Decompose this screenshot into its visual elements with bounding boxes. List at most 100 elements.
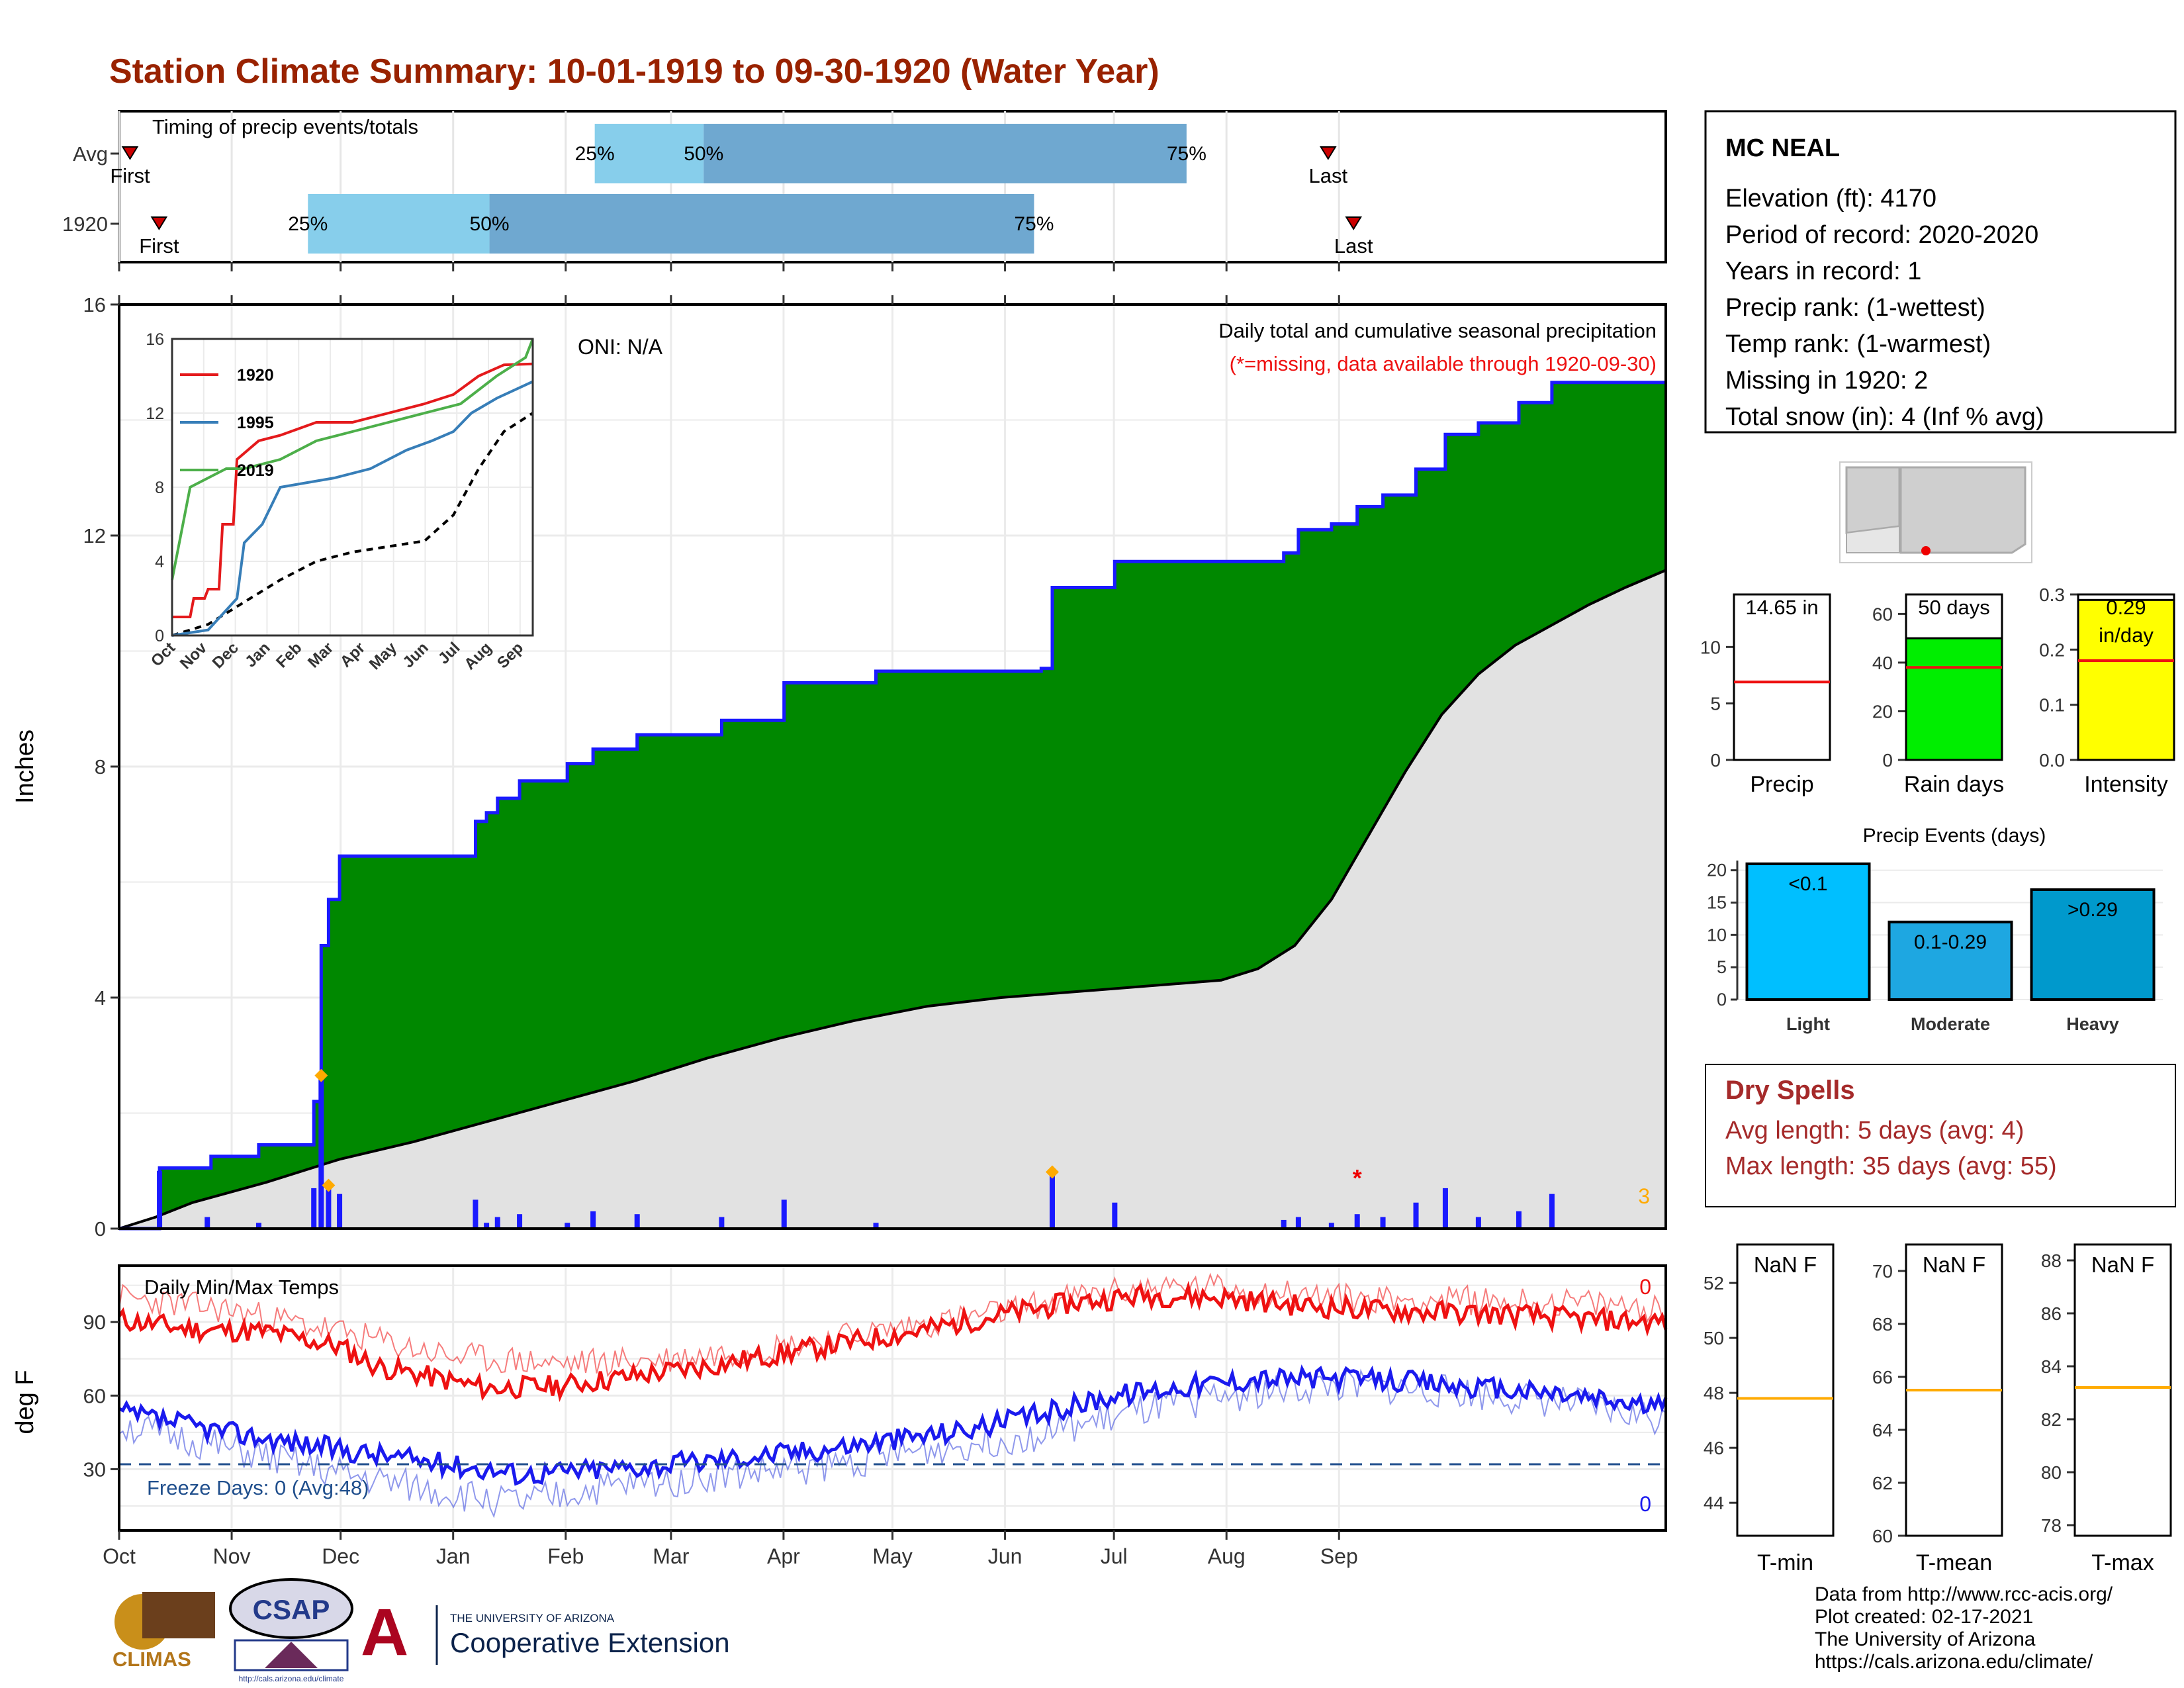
mini-ytick-label: 0.1 — [2039, 695, 2065, 716]
daily-precip-bar — [1475, 1217, 1481, 1229]
tbox-ytick-label: 78 — [2041, 1515, 2062, 1536]
daily-precip-bar — [1354, 1214, 1360, 1229]
events-ytick-label: 0 — [1717, 990, 1727, 1009]
inset-ytick-label: 8 — [155, 479, 164, 497]
month-label: Feb — [547, 1544, 584, 1568]
mini-bar-unit: in/day — [2099, 624, 2154, 647]
precip-ylabel: Inches — [11, 729, 39, 804]
mini-ytick-label: 0.3 — [2039, 585, 2065, 605]
tbox-ytick-label: 48 — [1704, 1383, 1724, 1403]
timing-p50: 50% — [684, 143, 723, 165]
event-bar-label: <0.1 — [1788, 873, 1827, 895]
daily-precip-bar — [873, 1223, 879, 1229]
last-event-marker — [1345, 216, 1362, 230]
timing-panel: Timing of precip events/totals Avg 25% 50%… — [62, 110, 1667, 271]
daily-precip-bar — [634, 1214, 640, 1229]
climas-logo: CLIMAS — [113, 1592, 215, 1671]
first-event-marker — [121, 146, 139, 160]
precip-ytick-label: 12 — [83, 524, 106, 547]
csap-mountain-icon — [265, 1642, 318, 1668]
mini-bar-label: Precip — [1750, 772, 1813, 797]
temp-ytick-label: 90 — [83, 1311, 106, 1334]
events-ytick-label: 10 — [1707, 925, 1727, 945]
avg-cumulative-area — [119, 570, 1666, 1229]
precip-ytick-label: 4 — [95, 986, 106, 1009]
timing-p25: 25% — [575, 143, 615, 165]
month-label: Apr — [767, 1544, 800, 1568]
inset-ytick-label: 16 — [146, 330, 164, 349]
event-category: Heavy — [2066, 1014, 2119, 1034]
month-label: Jun — [988, 1544, 1023, 1568]
mini-bar-value — [2077, 598, 2175, 761]
events-ytick-label: 5 — [1717, 957, 1727, 977]
station-name: MC NEAL — [1725, 134, 1840, 162]
tbox-ytick-label: 64 — [1872, 1420, 1893, 1440]
daily-precip-bar — [494, 1217, 500, 1229]
neighbor-shape — [1846, 525, 1900, 553]
mini-ytick-label: 0 — [1710, 750, 1721, 771]
temp-ytick-label: 30 — [83, 1458, 106, 1481]
missing-count: 3 — [1638, 1184, 1650, 1208]
location-map — [1839, 461, 2032, 563]
mini-bar-value — [1905, 637, 2003, 761]
station-info-line: Period of record: 2020-2020 — [1725, 221, 2038, 249]
mini-ytick-label: 10 — [1700, 637, 1721, 657]
tbox-frame — [1736, 1243, 1835, 1537]
snow-marker — [314, 1068, 328, 1082]
csap-url: http://cals.arizona.edu/climate — [239, 1674, 344, 1683]
daily-precip-bar — [1281, 1219, 1287, 1229]
station-info-line: Precip rank: (1-wettest) — [1725, 294, 1985, 322]
tbox-label: T-min — [1757, 1550, 1813, 1575]
inset-series-line — [171, 412, 534, 637]
ua-logo: A THE UNIVERSITY OF ARIZONA Cooperative … — [361, 1595, 730, 1669]
timing-bar-q1 — [308, 194, 490, 254]
mini-ytick-label: 0.2 — [2039, 639, 2065, 660]
daily-precip-bar — [781, 1199, 787, 1229]
tmax-missing: 0 — [1639, 1275, 1651, 1299]
inset-series-line — [172, 362, 533, 618]
daily-precip-bar — [1380, 1217, 1386, 1229]
mini-ytick-label: 40 — [1872, 653, 1893, 673]
month-label: Aug — [1208, 1544, 1246, 1568]
dry-avg: Avg length: 5 days (avg: 4) — [1725, 1117, 2024, 1145]
first-label: First — [139, 234, 179, 258]
tbox-ytick-label: 46 — [1704, 1438, 1724, 1458]
timing-p50: 50% — [470, 213, 510, 235]
tbox-label: T-mean — [1916, 1550, 1992, 1575]
footer: CLIMAS CSAP http://cals.arizona.edu/clim… — [113, 1578, 2113, 1683]
daily-precip-bar — [311, 1188, 317, 1229]
ua-small-text: THE UNIVERSITY OF ARIZONA — [450, 1612, 615, 1624]
mini-ytick-label: 60 — [1872, 604, 1893, 624]
precip-caption: Daily total and cumulative seasonal prec… — [1218, 319, 1657, 342]
tbox-ytick-label: 88 — [2041, 1250, 2062, 1271]
inset-ytick-label: 4 — [155, 553, 164, 571]
month-label: May — [872, 1544, 912, 1568]
page-title: Station Climate Summary: 10-01-1919 to 0… — [109, 52, 1160, 91]
temp-summary-boxes: 44 46 48 50 52 NaN F T-min 60 62 64 66 68 70 NaN F T-m… — [1704, 1243, 2172, 1575]
daily-precip-bar — [1112, 1202, 1118, 1229]
summary-bars: 0 5 10 14.65 in Precip 0 20 40 60 50 days Rain day… — [1700, 585, 2175, 797]
last-label: Last — [1334, 234, 1373, 258]
oni-label: ONI: N/A — [578, 335, 663, 359]
daily-precip-bar — [1442, 1188, 1448, 1229]
tbox-ytick-label: 70 — [1872, 1261, 1893, 1282]
freeze-label: Freeze Days: 0 (Avg:48) — [147, 1476, 369, 1499]
station-info-line: Missing in 1920: 2 — [1725, 367, 1928, 395]
mini-bar-value — [1733, 593, 1831, 761]
month-label: Nov — [213, 1544, 251, 1568]
daily-precip-bar — [255, 1223, 261, 1229]
timing-row-label: Avg — [73, 142, 108, 165]
tmin-line — [118, 1364, 1668, 1486]
event-category: Light — [1786, 1014, 1830, 1034]
tbox-ytick-label: 82 — [2041, 1409, 2062, 1430]
tbox-ytick-label: 86 — [2041, 1303, 2062, 1324]
daily-precip-bar — [1049, 1170, 1055, 1229]
daily-precip-bar — [1328, 1223, 1334, 1229]
mini-ytick-label: 0.0 — [2039, 750, 2065, 771]
event-bar-label: 0.1-0.29 — [1914, 931, 1987, 953]
daily-precip-bar — [590, 1211, 596, 1229]
missing-note: (*=missing, data available through 1920-… — [1230, 352, 1657, 375]
mini-bar-value-label: 0.29 — [2106, 596, 2146, 619]
last-event-marker — [1320, 146, 1337, 160]
daily-precip-bar — [205, 1217, 210, 1229]
